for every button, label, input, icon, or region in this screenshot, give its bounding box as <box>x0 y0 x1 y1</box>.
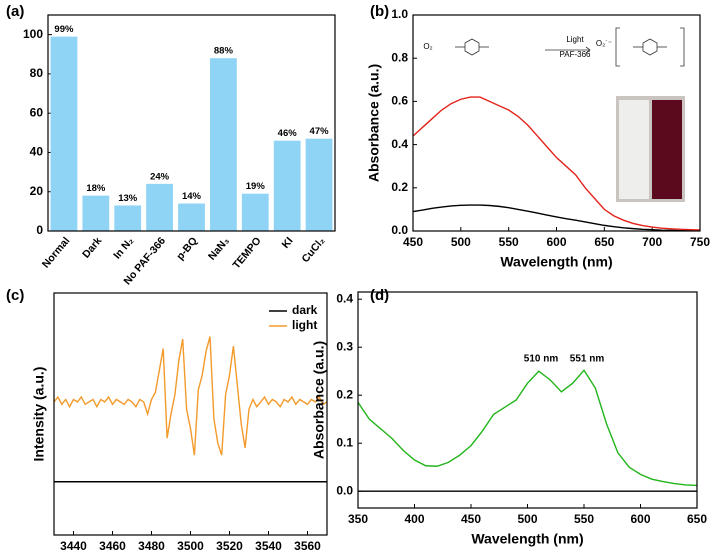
x-tick-label: KI <box>280 235 296 251</box>
bar <box>50 36 78 231</box>
series-line <box>53 336 328 456</box>
x-axis-label: Wavelength (nm) <box>471 531 583 547</box>
cuvette-colored <box>652 100 682 199</box>
x-tick-label: 3460 <box>99 539 126 553</box>
y-tick-label: 0 <box>36 223 43 237</box>
benzene-ring <box>464 38 480 56</box>
x-tick-label: 750 <box>690 235 710 249</box>
cuvette-photo <box>616 96 685 202</box>
series-line <box>412 204 701 232</box>
x-tick-label: 3540 <box>255 539 282 553</box>
bar <box>273 140 301 231</box>
y-tick-label: 0.6 <box>391 94 408 108</box>
x-tick-label: 3440 <box>60 539 87 553</box>
value-label: 14% <box>182 191 202 202</box>
x-tick-label: 400 <box>404 512 424 526</box>
y-tick-label: 40 <box>30 145 44 159</box>
annotation: 510 nm <box>524 354 559 365</box>
y-axis-label: Absorbance (a.u.) <box>366 64 382 182</box>
value-label: 46% <box>278 128 298 139</box>
y-tick-label: 0.1 <box>336 435 353 449</box>
x-tick-label: CuCl₂ <box>300 235 328 265</box>
value-label: 18% <box>86 183 106 194</box>
value-label: 99% <box>54 24 74 35</box>
cuvette-clear <box>619 100 649 199</box>
series-line <box>357 369 698 487</box>
benzene-ring <box>642 38 658 56</box>
bracket <box>615 27 620 67</box>
annotation: Light <box>566 35 584 44</box>
y-tick-label: 0.3 <box>336 339 353 353</box>
annotation: PAF-366 <box>560 50 592 59</box>
y-axis-label: Intensity (a.u.) <box>31 367 47 462</box>
y-tick-label: 60 <box>30 105 44 119</box>
bar <box>146 183 174 231</box>
x-tick-label: 700 <box>642 235 662 249</box>
bar <box>305 138 333 231</box>
x-tick-label: 550 <box>499 235 519 249</box>
series-line <box>412 96 701 231</box>
x-tick-label: 500 <box>517 512 537 526</box>
annotation: 551 nm <box>570 354 605 365</box>
x-tick-label: Dark <box>80 235 104 261</box>
x-tick-label: 3500 <box>177 539 204 553</box>
bar <box>209 58 237 232</box>
arrowhead <box>585 46 591 54</box>
y-tick-label: 0.2 <box>391 180 408 194</box>
y-tick-label: 1.0 <box>391 7 408 21</box>
x-tick-label: 550 <box>574 512 594 526</box>
x-tick-label: 500 <box>451 235 471 249</box>
plot-frame <box>412 14 701 232</box>
plot-frame <box>357 291 698 509</box>
value-label: 24% <box>150 171 170 182</box>
bar <box>178 203 205 231</box>
panel-label: (c) <box>6 287 24 304</box>
x-tick-label: NaN₃ <box>206 235 232 263</box>
y-tick-label: 0.0 <box>391 223 408 237</box>
x-tick-label: 450 <box>461 512 481 526</box>
panel-label: (a) <box>6 3 24 20</box>
x-tick-label: 350 <box>348 512 368 526</box>
legend-label: dark <box>292 303 318 317</box>
y-axis-label: Absorbance (a.u.) <box>311 341 327 459</box>
bar <box>114 205 142 231</box>
x-tick-label: 650 <box>687 512 707 526</box>
legend-label: light <box>292 318 317 332</box>
x-tick-label: TEMPO <box>231 235 264 271</box>
x-tick-label: 600 <box>546 235 566 249</box>
annotation: O₂˙⁻ <box>596 39 612 48</box>
value-label: 13% <box>118 193 138 204</box>
bar <box>82 195 110 231</box>
y-tick-label: 0.0 <box>336 483 353 497</box>
panel-label: (b) <box>370 3 389 20</box>
x-tick-label: 600 <box>630 512 650 526</box>
y-tick-label: 80 <box>30 66 44 80</box>
annotation: O₂ <box>423 42 432 51</box>
scheme-inset <box>455 27 685 67</box>
panel-label: (d) <box>370 287 389 304</box>
y-tick-label: 0.4 <box>336 291 353 305</box>
y-tick-label: 0.4 <box>391 137 408 151</box>
x-tick-label: Normal <box>40 235 72 270</box>
x-tick-label: 450 <box>403 235 423 249</box>
x-tick-label: 3480 <box>138 539 165 553</box>
x-axis-label: Wavelength (nm) <box>500 254 612 270</box>
x-tick-label: In N₂ <box>111 235 136 262</box>
x-tick-label: p-BQ <box>174 235 200 262</box>
plot-frame <box>53 292 328 536</box>
x-tick-label: 650 <box>594 235 614 249</box>
x-tick-label: 3520 <box>216 539 243 553</box>
value-label: 47% <box>310 126 330 137</box>
x-tick-label: 3560 <box>294 539 321 553</box>
bar <box>241 193 269 231</box>
y-tick-label: 20 <box>30 184 44 198</box>
value-label: 19% <box>246 181 266 192</box>
y-tick-label: 100 <box>23 27 43 41</box>
value-label: 88% <box>214 46 234 57</box>
plot-frame <box>47 14 336 232</box>
y-tick-label: 0.8 <box>391 50 408 64</box>
y-tick-label: 0.2 <box>336 387 353 401</box>
bracket <box>680 27 685 67</box>
